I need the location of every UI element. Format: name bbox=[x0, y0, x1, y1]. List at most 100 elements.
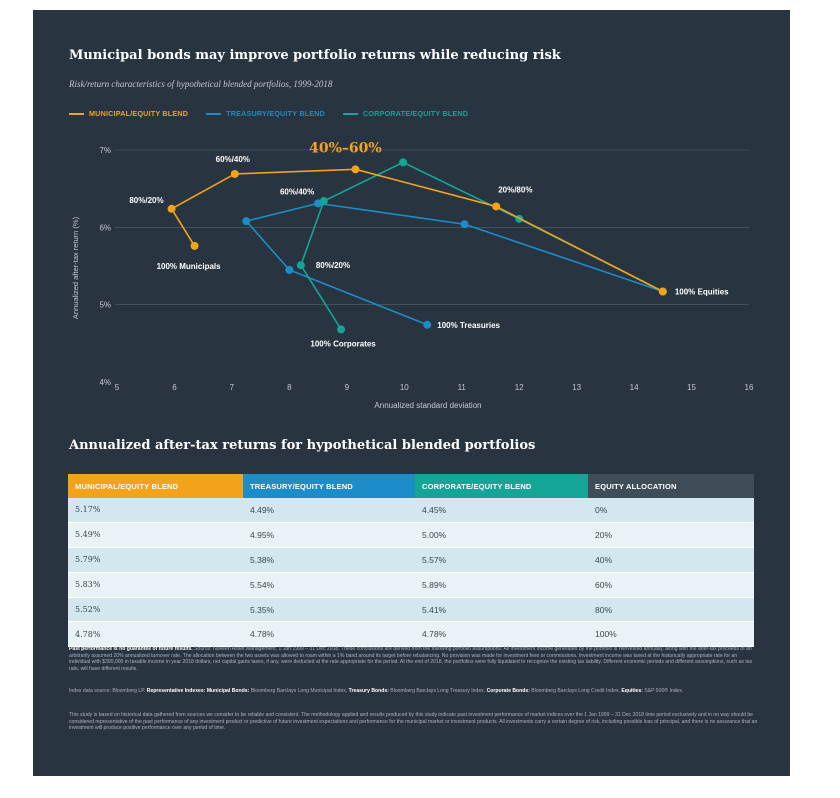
treasury-data-point bbox=[285, 265, 294, 274]
chart-subtitle: Risk/return characteristics of hypotheti… bbox=[69, 79, 333, 89]
footnote-performance: Past performance is no guarantee of futu… bbox=[69, 646, 759, 672]
cell-treasury: 4.95% bbox=[243, 522, 415, 548]
cell-municipal: 5.17% bbox=[68, 498, 243, 523]
cell-corporate: 5.89% bbox=[415, 572, 588, 598]
label-100-corporates: 100% Corporates bbox=[310, 339, 376, 348]
cell-municipal: 5.52% bbox=[68, 597, 243, 623]
footnote-equities-label: Equities: bbox=[621, 688, 643, 694]
legend-swatch-municipal bbox=[69, 112, 84, 115]
x-tick-label: 11 bbox=[458, 383, 467, 392]
table-header-row: MUNICIPAL/EQUITY BLEND TREASURY/EQUITY B… bbox=[68, 474, 754, 498]
treasury-data-point bbox=[242, 217, 251, 226]
cell-equity: 40% bbox=[588, 547, 754, 573]
treasury-data-point bbox=[423, 320, 432, 329]
cell-equity: 60% bbox=[588, 572, 754, 598]
x-tick-label: 16 bbox=[745, 383, 754, 392]
cell-treasury: 5.38% bbox=[243, 547, 415, 573]
legend-swatch-corporate bbox=[343, 112, 359, 115]
table-row: 5.49% 4.95% 5.00% 20% bbox=[68, 522, 754, 548]
content-panel: Municipal bonds may improve portfolio re… bbox=[33, 10, 790, 776]
x-tick-label: 13 bbox=[572, 383, 581, 392]
header-equity: EQUITY ALLOCATION bbox=[588, 474, 754, 498]
table-row: 4.78% 4.78% 4.78% 100% bbox=[68, 621, 754, 648]
label-muni-60-40: 60%/40% bbox=[216, 155, 250, 164]
cell-treasury: 4.78% bbox=[243, 621, 415, 648]
cell-treasury: 4.49% bbox=[243, 498, 415, 523]
cell-equity: 20% bbox=[588, 522, 754, 548]
corporate-data-point bbox=[337, 325, 346, 334]
x-tick-label: 8 bbox=[287, 383, 292, 392]
cell-corporate: 5.41% bbox=[415, 597, 588, 623]
returns-table: MUNICIPAL/EQUITY BLEND TREASURY/EQUITY B… bbox=[68, 474, 754, 648]
footnote-index-sources: Index data source: Bloomberg LP. Represe… bbox=[69, 688, 759, 695]
footnote-disclaimer: This study is based on historical data g… bbox=[69, 712, 758, 732]
label-100-municipals: 100% Municipals bbox=[157, 262, 222, 271]
y-tick-label: 7% bbox=[99, 146, 111, 155]
x-tick-label: 12 bbox=[515, 383, 524, 392]
header-municipal: MUNICIPAL/EQUITY BLEND bbox=[68, 474, 243, 498]
cell-corporate: 5.57% bbox=[415, 547, 588, 573]
label-20-80: 20%/80% bbox=[498, 185, 532, 194]
legend-item-municipal: MUNICIPAL/EQUITY BLEND bbox=[69, 109, 188, 118]
label-100-treasuries: 100% Treasuries bbox=[437, 321, 500, 330]
footnote-treasury-label: Treasury Bonds: bbox=[348, 688, 389, 694]
footnote-equities-index: S&P 500® Index. bbox=[644, 688, 684, 694]
table-title: Annualized after-tax returns for hypothe… bbox=[69, 438, 536, 453]
corporate-series-line bbox=[300, 161, 664, 330]
label-corp-80-20: 80%/20% bbox=[316, 261, 350, 270]
label-muni-80-20: 80%/20% bbox=[129, 196, 163, 205]
cell-municipal: 5.49% bbox=[68, 522, 243, 548]
legend: MUNICIPAL/EQUITY BLEND TREASURY/EQUITY B… bbox=[69, 109, 468, 118]
y-axis-label: Annualized after-tax return (%) bbox=[71, 216, 80, 319]
cell-corporate: 5.00% bbox=[415, 522, 588, 548]
cell-equity: 80% bbox=[588, 597, 754, 623]
legend-label-corporate: CORPORATE/EQUITY BLEND bbox=[363, 109, 469, 118]
treasury-series-line bbox=[245, 202, 664, 326]
table-row: 5.17% 4.49% 4.45% 0% bbox=[68, 498, 754, 523]
legend-swatch-treasury bbox=[206, 112, 222, 115]
footnote-rep-indexes-label: Representative Indexes: Municipal Bonds: bbox=[146, 688, 250, 694]
x-tick-label: 14 bbox=[630, 383, 639, 392]
header-corporate: CORPORATE/EQUITY BLEND bbox=[415, 474, 588, 498]
corporate-data-point bbox=[296, 261, 305, 270]
footnote-corporate-index: Bloomberg Barclays Long Credit Index, bbox=[531, 688, 620, 694]
y-tick-label: 4% bbox=[99, 378, 111, 387]
legend-label-municipal: MUNICIPAL/EQUITY BLEND bbox=[89, 109, 189, 118]
treasury-data-point bbox=[460, 220, 469, 229]
table-row: 5.79% 5.38% 5.57% 40% bbox=[68, 547, 754, 573]
legend-label-treasury: TREASURY/EQUITY BLEND bbox=[226, 109, 326, 118]
legend-item-treasury: TREASURY/EQUITY BLEND bbox=[206, 109, 325, 118]
municipal-series-line bbox=[170, 168, 664, 293]
cell-treasury: 5.54% bbox=[243, 572, 415, 598]
cell-treasury: 5.35% bbox=[243, 597, 415, 623]
footnote-treasury-index: Bloomberg Barclays Long Treasury Index, bbox=[390, 688, 486, 694]
municipal-data-point bbox=[167, 204, 176, 213]
x-tick-label: 6 bbox=[172, 383, 177, 392]
legend-item-corporate: CORPORATE/EQUITY BLEND bbox=[343, 109, 468, 118]
cell-equity: 100% bbox=[588, 621, 754, 648]
municipal-data-point bbox=[190, 241, 199, 250]
table-row: 5.52% 5.35% 5.41% 80% bbox=[68, 597, 754, 623]
label-100-equities: 100% Equities bbox=[675, 288, 729, 297]
cell-municipal: 5.83% bbox=[68, 572, 243, 598]
x-tick-label: 7 bbox=[230, 383, 235, 392]
x-tick-label: 5 bbox=[115, 383, 120, 392]
cell-corporate: 4.45% bbox=[415, 498, 588, 523]
corporate-data-point bbox=[399, 158, 408, 167]
cell-municipal: 5.79% bbox=[68, 547, 243, 573]
footnote-performance-text: Source: Nuveen Asset Management, 1 Jan 1… bbox=[69, 646, 753, 672]
footnote-index-source: Index data source: Bloomberg LP. bbox=[69, 688, 146, 694]
x-tick-label: 9 bbox=[345, 383, 350, 392]
table-row: 5.83% 5.54% 5.89% 60% bbox=[68, 572, 754, 598]
chart-title: Municipal bonds may improve portfolio re… bbox=[69, 48, 561, 63]
municipal-data-point bbox=[230, 169, 239, 178]
label-treasury-60-40: 60%/40% bbox=[280, 187, 314, 196]
y-tick-label: 5% bbox=[99, 301, 111, 310]
footnote-corporate-label: Corporate Bonds: bbox=[486, 688, 530, 694]
risk-return-chart: 4% 5% 6% 7% 5 6 7 8 9 10 11 12 13 14 15 16 Annualized st… bbox=[71, 140, 754, 410]
x-axis-label: Annualized standard deviation bbox=[374, 401, 481, 410]
header-treasury: TREASURY/EQUITY BLEND bbox=[243, 474, 415, 498]
municipal-data-point bbox=[351, 165, 360, 174]
footnote-performance-bold: Past performance is no guarantee of futu… bbox=[69, 646, 193, 652]
municipal-data-point bbox=[492, 202, 501, 211]
